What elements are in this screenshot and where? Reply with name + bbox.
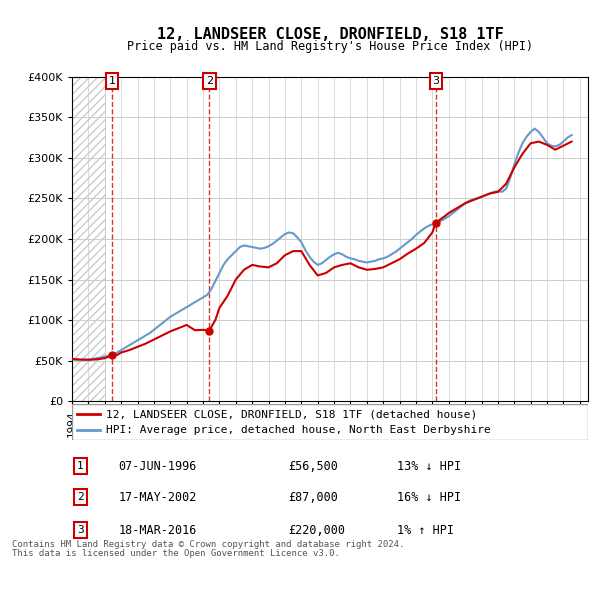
Text: £87,000: £87,000 <box>289 490 338 504</box>
Text: HPI: Average price, detached house, North East Derbyshire: HPI: Average price, detached house, Nort… <box>106 425 490 435</box>
Text: £220,000: £220,000 <box>289 523 346 537</box>
Text: 13% ↓ HPI: 13% ↓ HPI <box>397 460 461 473</box>
Text: 1: 1 <box>109 76 115 86</box>
Text: 12, LANDSEER CLOSE, DRONFIELD, S18 1TF (detached house): 12, LANDSEER CLOSE, DRONFIELD, S18 1TF (… <box>106 409 477 419</box>
Text: Price paid vs. HM Land Registry's House Price Index (HPI): Price paid vs. HM Land Registry's House … <box>127 40 533 53</box>
Text: 3: 3 <box>77 525 84 535</box>
Text: 3: 3 <box>433 76 439 86</box>
Text: 18-MAR-2016: 18-MAR-2016 <box>118 523 197 537</box>
Text: This data is licensed under the Open Government Licence v3.0.: This data is licensed under the Open Gov… <box>12 549 340 558</box>
Text: 07-JUN-1996: 07-JUN-1996 <box>118 460 197 473</box>
Text: 16% ↓ HPI: 16% ↓ HPI <box>397 490 461 504</box>
Text: 2: 2 <box>206 76 213 86</box>
FancyBboxPatch shape <box>72 404 588 440</box>
Text: 17-MAY-2002: 17-MAY-2002 <box>118 490 197 504</box>
Text: Contains HM Land Registry data © Crown copyright and database right 2024.: Contains HM Land Registry data © Crown c… <box>12 540 404 549</box>
Text: 12, LANDSEER CLOSE, DRONFIELD, S18 1TF: 12, LANDSEER CLOSE, DRONFIELD, S18 1TF <box>157 27 503 41</box>
Text: £56,500: £56,500 <box>289 460 338 473</box>
Text: 1: 1 <box>77 461 84 471</box>
Text: 2: 2 <box>77 492 84 502</box>
Text: 1% ↑ HPI: 1% ↑ HPI <box>397 523 454 537</box>
